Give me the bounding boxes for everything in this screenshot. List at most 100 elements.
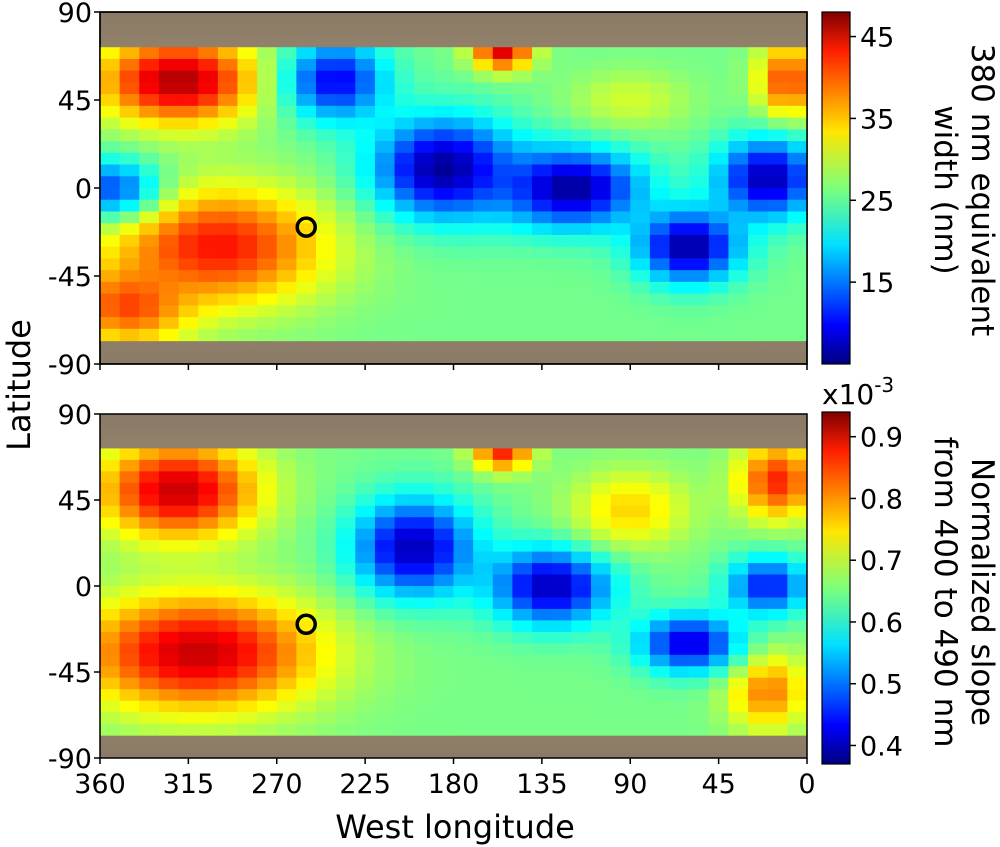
heatmap-cell [590, 199, 612, 213]
heatmap-cell [571, 505, 592, 518]
heatmap-cell [414, 58, 435, 72]
heatmap-cell [649, 47, 671, 60]
heatmap-cell [374, 586, 396, 599]
heatmap-cell [355, 164, 376, 177]
heatmap-cell [532, 70, 553, 83]
heatmap-cell [551, 700, 572, 713]
heatmap-cell [158, 528, 180, 541]
y-axis-label: Latitude [0, 319, 38, 451]
heatmap-cell [355, 211, 376, 224]
heatmap-cell [708, 141, 730, 154]
heatmap-cell [316, 700, 337, 713]
heatmap-cell [139, 188, 160, 201]
heatmap-cell [374, 574, 396, 587]
heatmap-cell [296, 188, 317, 201]
heatmap-cell [414, 152, 435, 166]
heatmap-cell [767, 563, 788, 576]
heatmap-cell [178, 105, 199, 119]
heatmap-cell [787, 505, 807, 518]
heatmap-cell [355, 551, 376, 564]
heatmap-cell [355, 586, 376, 599]
heatmap-cell [414, 471, 435, 484]
heatmap-cell [139, 246, 160, 259]
heatmap-cell [473, 223, 494, 236]
heatmap-cell [708, 199, 730, 213]
heatmap-cell [296, 505, 317, 518]
heatmap-cell [394, 459, 415, 472]
heatmap-cell [767, 305, 788, 318]
heatmap-cell [453, 482, 474, 495]
heatmap-cell [708, 471, 730, 484]
heatmap-cell [355, 689, 376, 702]
heatmap-cell [610, 459, 631, 472]
heatmap-cell [414, 223, 435, 236]
heatmap-cell [316, 643, 337, 656]
heatmap-cell [571, 643, 592, 656]
heatmap-cell [237, 700, 258, 713]
heatmap-cell [767, 246, 788, 259]
heatmap-cell [316, 70, 337, 83]
heatmap-cell [551, 293, 572, 306]
heatmap-cell [453, 631, 474, 644]
heatmap-cell [571, 211, 592, 224]
heatmap-cell [689, 459, 710, 472]
heatmap-cell [610, 517, 631, 530]
heatmap-cell [728, 317, 749, 330]
heatmap-cell [158, 689, 180, 702]
heatmap-cell [630, 176, 651, 189]
heatmap-cell [100, 305, 121, 318]
heatmap-cell [217, 223, 239, 236]
heatmap-cell [217, 608, 239, 621]
heatmap-cell [119, 528, 140, 541]
heatmap-cell [276, 494, 297, 507]
heatmap-cell [551, 58, 572, 72]
heatmap-cell [158, 234, 180, 248]
heatmap-cell [571, 94, 592, 107]
heatmap-cell [453, 199, 474, 213]
heatmap-cell [178, 152, 199, 166]
heatmap-cell [689, 129, 710, 142]
heatmap-cell [630, 631, 651, 644]
heatmap-cell [748, 517, 769, 530]
heatmap-cell [649, 281, 671, 295]
heatmap-cell [649, 517, 671, 530]
heatmap-cell [492, 82, 514, 95]
heatmap-cell [551, 164, 572, 177]
heatmap-cell [158, 517, 180, 530]
heatmap-cell [590, 528, 612, 541]
heatmap-cell [728, 70, 749, 83]
heatmap-cell [492, 723, 514, 736]
heatmap-cell [649, 293, 671, 306]
heatmap-cell [198, 258, 219, 271]
heatmap-cell [217, 631, 239, 644]
heatmap-cell [590, 540, 612, 553]
heatmap-cell [100, 712, 121, 725]
heatmap-cell [276, 211, 297, 224]
heatmap-cell [433, 82, 455, 95]
heatmap-cell [787, 654, 807, 667]
heatmap-cell [473, 47, 494, 60]
heatmap-cell [139, 574, 160, 587]
heatmap-cell [100, 528, 121, 541]
heatmap-cell [217, 654, 239, 667]
heatmap-cell [198, 317, 219, 330]
heatmap-cell [100, 482, 121, 495]
heatmap-cell [689, 654, 710, 667]
heatmap-cell [374, 105, 396, 119]
heatmap-cell [551, 152, 572, 166]
heatmap-cell [257, 620, 278, 633]
heatmap-cell [610, 328, 631, 342]
heatmap-cell [551, 270, 572, 283]
y-tick-label: 90 [58, 400, 92, 431]
heatmap-cell [296, 712, 317, 725]
heatmap-cell [100, 505, 121, 518]
heatmap-cell [119, 608, 140, 621]
heatmap-cell [630, 505, 651, 518]
heatmap-cell [355, 328, 376, 342]
heatmap-cell [590, 505, 612, 518]
heatmap-cell [473, 505, 494, 518]
heatmap-cell [100, 448, 121, 461]
heatmap-cell [571, 258, 592, 271]
heatmap-cell [630, 586, 651, 599]
heatmap-cell [532, 700, 553, 713]
